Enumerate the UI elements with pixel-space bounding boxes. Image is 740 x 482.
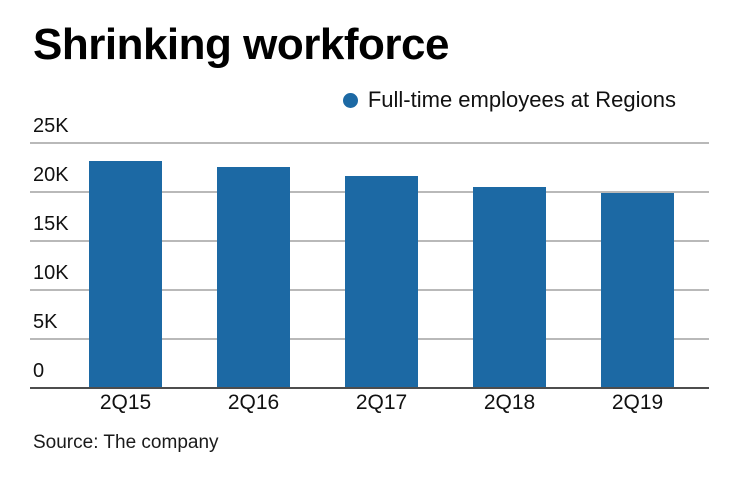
x-tick-label: 2Q18 [483, 391, 536, 414]
y-tick-label: 20K [33, 164, 69, 186]
chart-title: Shrinking workforce [33, 20, 449, 69]
y-tick-label: 25K [33, 115, 69, 137]
bar-2q17 [345, 176, 418, 388]
y-tick-label: 15K [33, 213, 69, 235]
y-tick-label: 5K [33, 311, 58, 333]
x-axis-line [30, 387, 709, 389]
legend-label: Full-time employees at Regions [367, 87, 676, 112]
y-tick-label: 10K [33, 262, 69, 284]
x-tick-label: 2Q16 [227, 391, 280, 414]
x-tick-label: 2Q15 [99, 391, 152, 414]
gridline [30, 142, 709, 144]
x-tick-label: 2Q17 [355, 391, 408, 414]
bar-2q16 [217, 166, 290, 388]
legend: Full-time employees at Regions [342, 87, 676, 112]
y-tick-label: 0 [33, 360, 45, 382]
x-tick-label: 2Q19 [611, 391, 664, 414]
bar-2q15 [89, 160, 162, 388]
bar-2q19 [601, 192, 674, 388]
bar-2q18 [473, 187, 546, 388]
source-note: Source: The company [33, 432, 219, 453]
legend-marker-icon [342, 92, 358, 108]
